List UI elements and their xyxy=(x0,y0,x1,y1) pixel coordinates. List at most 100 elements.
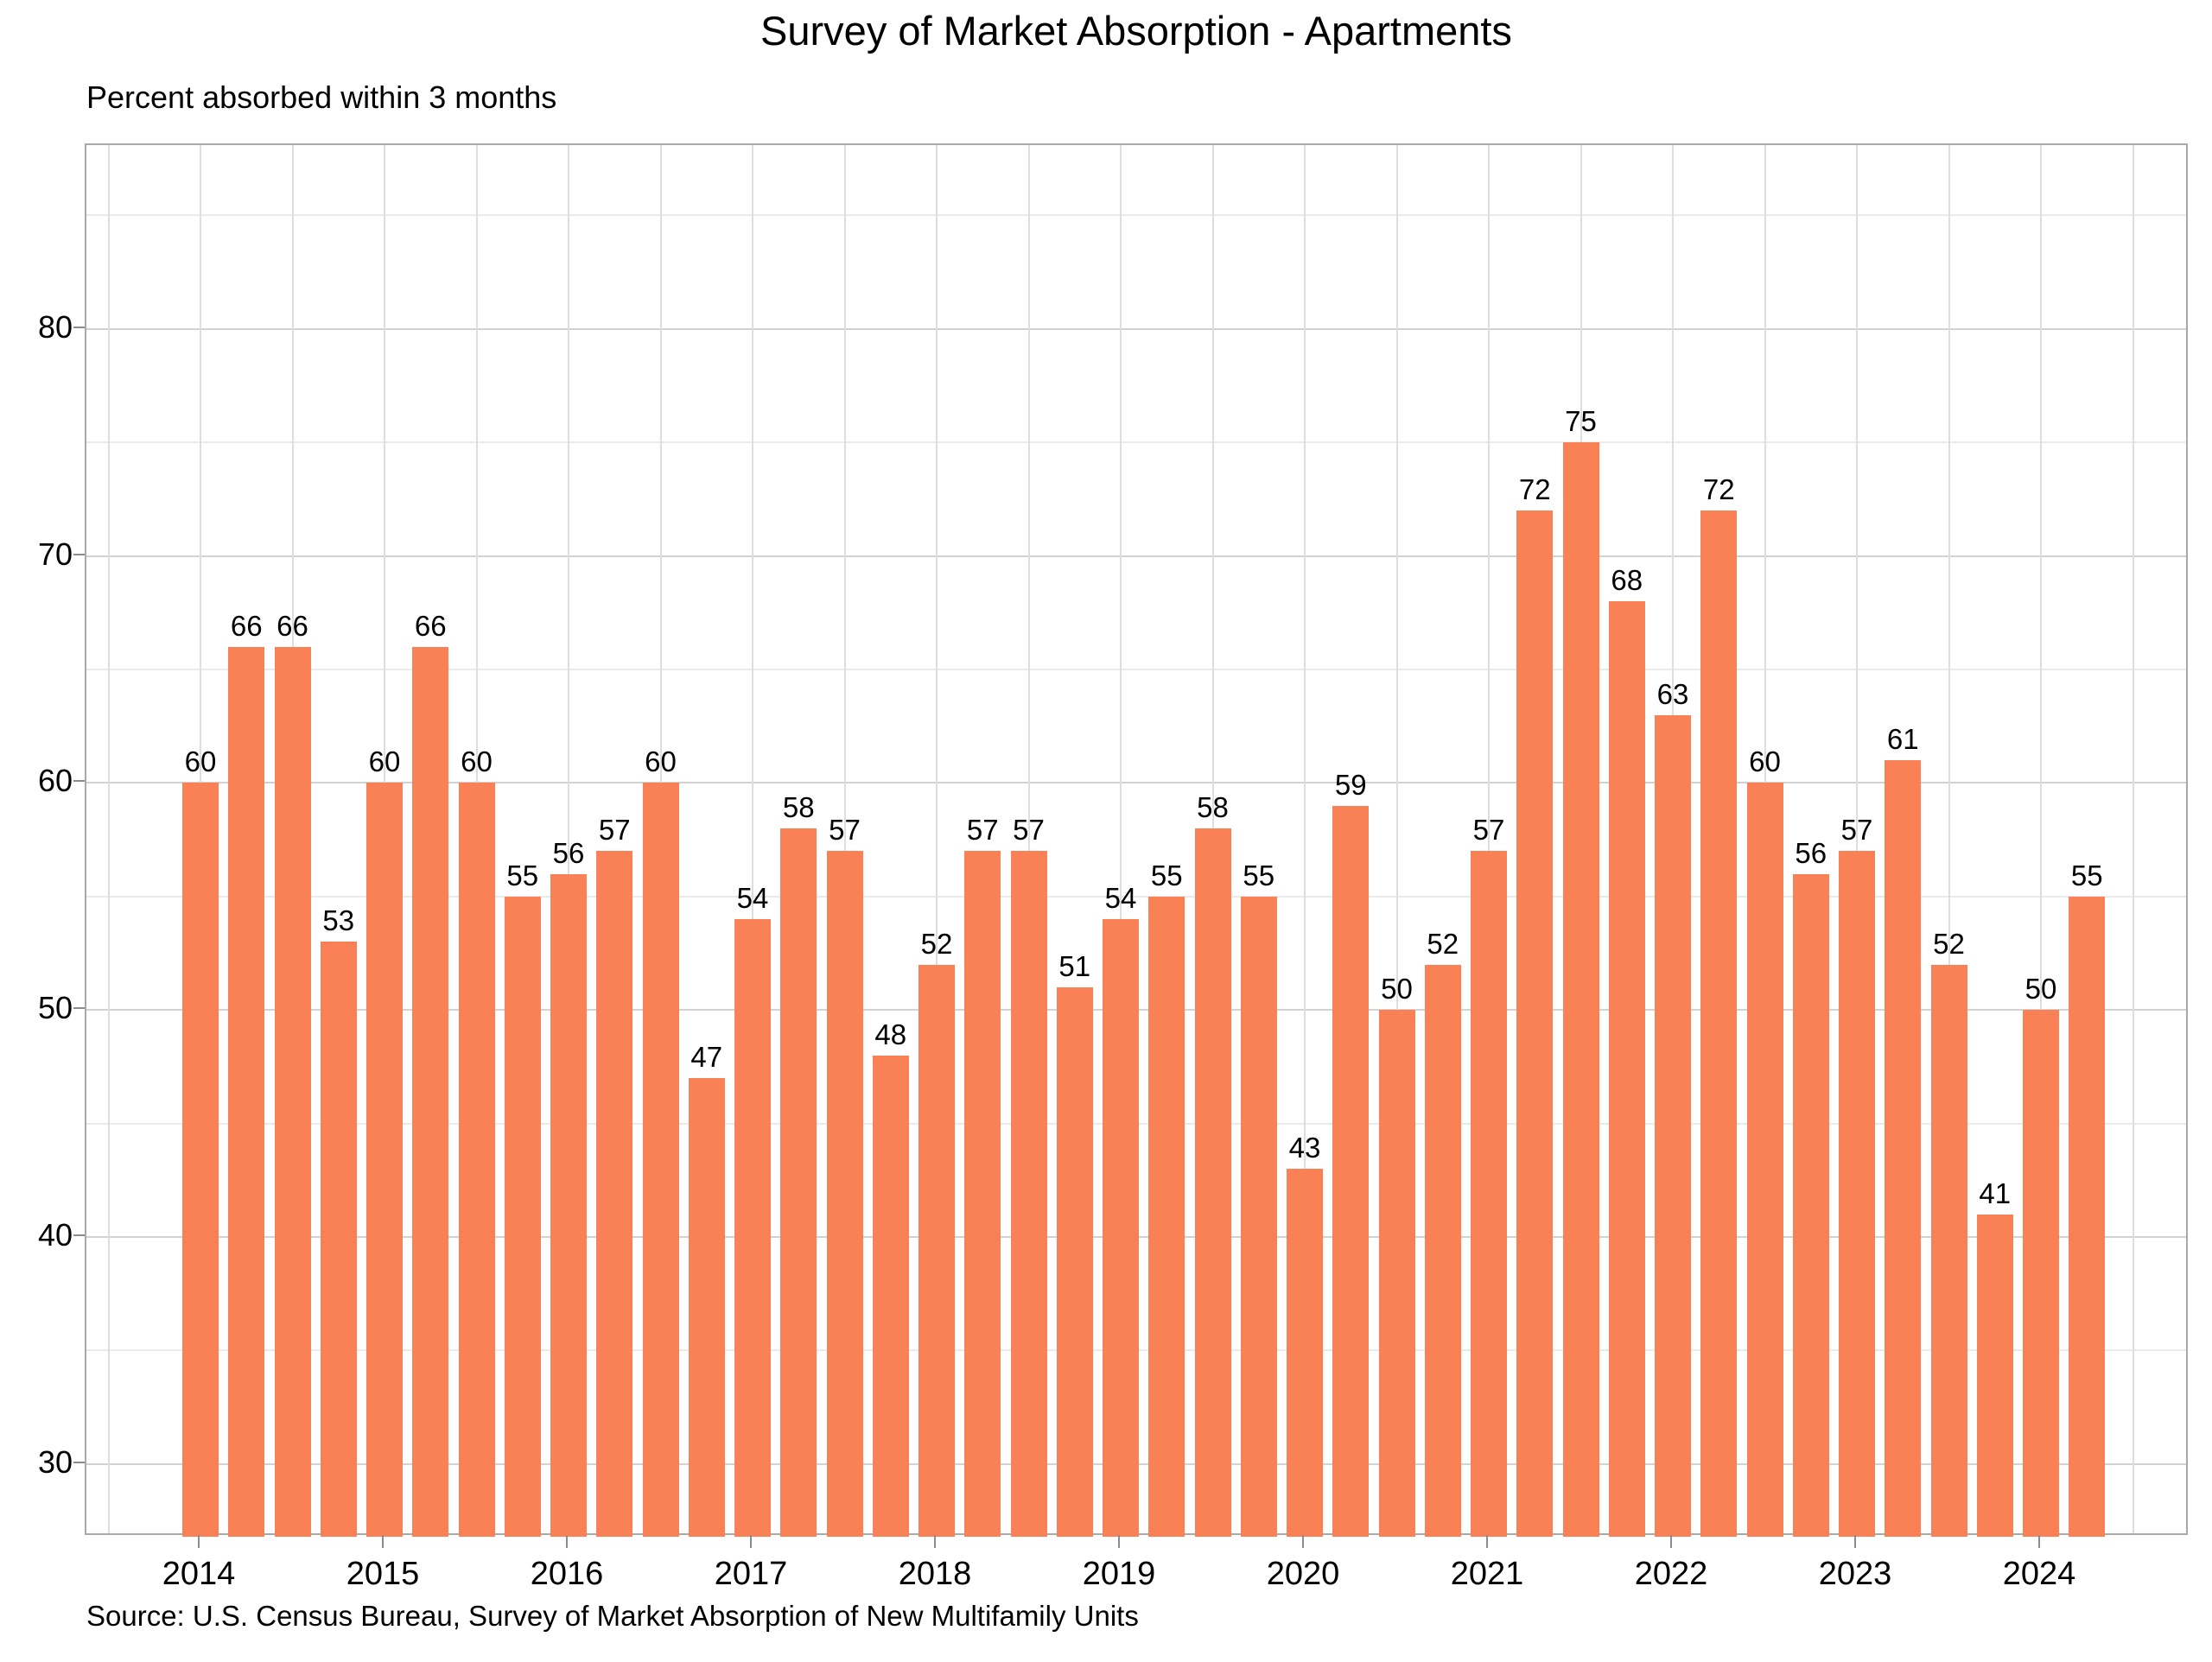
gridline-vertical xyxy=(2132,145,2134,1533)
x-axis-tick-2024 xyxy=(2038,1535,2040,1548)
bar-2014Q3 xyxy=(274,646,311,1537)
bar-2022Q1 xyxy=(1655,714,1691,1537)
x-axis-label-2024: 2024 xyxy=(2002,1556,2076,1592)
bar-value-label-2022Q1: 63 xyxy=(1656,677,1689,710)
bar-2015Q1 xyxy=(366,783,403,1537)
bar-value-label-2017Q1: 54 xyxy=(736,882,769,915)
chart-title: Survey of Market Absorption - Apartments xyxy=(760,8,1512,54)
bar-value-label-2014Q4: 53 xyxy=(322,904,355,937)
bar-2022Q4 xyxy=(1792,873,1829,1537)
gridline-vertical xyxy=(1948,145,1950,1533)
bar-2022Q2 xyxy=(1700,511,1738,1537)
bar-2018Q4 xyxy=(1056,987,1093,1537)
bar-value-label-2021Q1: 57 xyxy=(1472,814,1505,847)
bar-value-label-2014Q2: 66 xyxy=(230,609,263,642)
bar-2024Q1 xyxy=(2023,1010,2059,1537)
y-axis-label-70: 70 xyxy=(37,536,73,572)
bar-value-label-2019Q1: 54 xyxy=(1104,882,1137,915)
y-axis-label-60: 60 xyxy=(37,763,73,799)
bar-value-label-2019Q2: 55 xyxy=(1150,859,1183,891)
bar-value-label-2023Q4: 41 xyxy=(1979,1177,2012,1209)
bar-value-label-2017Q2: 58 xyxy=(782,791,815,824)
x-axis-label-2021: 2021 xyxy=(1450,1556,1524,1592)
y-axis-tick-60 xyxy=(73,780,85,783)
gridline-vertical xyxy=(568,145,569,1533)
gridline-minor-55 xyxy=(86,895,2186,898)
bar-value-label-2019Q4: 55 xyxy=(1243,859,1275,891)
bar-2016Q1 xyxy=(550,873,587,1537)
bar-2017Q4 xyxy=(872,1055,909,1537)
x-axis-tick-2021 xyxy=(1486,1535,1488,1548)
bar-2019Q2 xyxy=(1148,896,1185,1537)
bar-value-label-2014Q3: 66 xyxy=(276,609,308,642)
x-axis-label-2015: 2015 xyxy=(346,1556,420,1592)
bar-2014Q4 xyxy=(320,942,357,1537)
gridline-vertical xyxy=(1304,145,1306,1533)
y-axis-tick-30 xyxy=(73,1461,85,1463)
x-axis-label-2022: 2022 xyxy=(1634,1556,1708,1592)
bar-value-label-2018Q3: 57 xyxy=(1013,814,1045,847)
bar-2014Q2 xyxy=(228,646,265,1537)
bar-2021Q2 xyxy=(1516,511,1554,1537)
bar-value-label-2016Q3: 60 xyxy=(645,745,677,778)
bar-2021Q4 xyxy=(1608,601,1645,1537)
bar-2015Q2 xyxy=(412,646,449,1537)
bar-value-label-2015Q4: 55 xyxy=(506,859,539,891)
bar-value-label-2022Q4: 56 xyxy=(1795,836,1827,869)
bar-2015Q3 xyxy=(458,783,495,1537)
x-axis-tick-2018 xyxy=(934,1535,936,1548)
bar-2024Q2 xyxy=(2069,896,2106,1537)
gridline-major-80 xyxy=(86,327,2186,330)
bar-2023Q2 xyxy=(1885,760,1922,1537)
bar-value-label-2021Q2: 72 xyxy=(1518,473,1551,506)
bar-2020Q3 xyxy=(1378,1010,1415,1537)
bar-value-label-2020Q1: 43 xyxy=(1288,1132,1321,1164)
y-axis-tick-80 xyxy=(73,326,85,328)
x-axis-label-2016: 2016 xyxy=(530,1556,604,1592)
y-axis-tick-50 xyxy=(73,1007,85,1010)
plot-area: 60 66 66 53 60 66 60 55 56 57 60 47 54 58 57 48 52 57 57 51… xyxy=(85,143,2188,1537)
gridline-vertical xyxy=(843,145,846,1533)
bar-value-label-2017Q3: 57 xyxy=(829,814,861,847)
bar-2020Q4 xyxy=(1424,964,1461,1537)
bar-2017Q3 xyxy=(826,851,863,1537)
x-axis-label-2014: 2014 xyxy=(162,1556,236,1592)
bar-2023Q1 xyxy=(1839,851,1875,1537)
bar-2017Q2 xyxy=(780,828,817,1537)
x-axis-tick-2022 xyxy=(1670,1535,1672,1548)
bar-2023Q4 xyxy=(1976,1214,2013,1537)
bar-2017Q1 xyxy=(734,919,771,1537)
bar-value-label-2019Q3: 58 xyxy=(1197,791,1229,824)
bar-2015Q4 xyxy=(504,896,541,1537)
bar-2016Q3 xyxy=(642,783,679,1537)
bar-value-label-2015Q2: 66 xyxy=(414,609,447,642)
bar-2020Q1 xyxy=(1287,1169,1323,1537)
chart-subtitle: Percent absorbed within 3 months xyxy=(86,79,557,115)
bar-2018Q1 xyxy=(918,964,955,1537)
gridline-vertical xyxy=(1395,145,1398,1533)
gridline-vertical xyxy=(1027,145,1030,1533)
x-axis-label-2017: 2017 xyxy=(714,1556,788,1592)
gridline-minor-75 xyxy=(86,441,2186,444)
source-note: Source: U.S. Census Bureau, Survey of Ma… xyxy=(86,1600,1139,1632)
bar-value-label-2024Q1: 50 xyxy=(2024,973,2057,1005)
bar-value-label-2015Q3: 60 xyxy=(461,745,493,778)
gridline-minor-85 xyxy=(86,214,2186,217)
y-axis-label-50: 50 xyxy=(37,990,73,1026)
bar-2018Q2 xyxy=(964,851,1001,1537)
y-axis-label-40: 40 xyxy=(37,1217,73,1253)
x-axis-tick-2014 xyxy=(198,1535,200,1548)
x-axis-tick-2023 xyxy=(1854,1535,1856,1548)
gridline-vertical xyxy=(1856,145,1858,1533)
bar-value-label-2020Q2: 59 xyxy=(1334,768,1367,801)
bar-2021Q1 xyxy=(1471,851,1507,1537)
gridline-vertical xyxy=(1488,145,1490,1533)
gridline-vertical xyxy=(107,145,110,1533)
y-axis-tick-40 xyxy=(73,1234,85,1237)
bar-2023Q3 xyxy=(1930,964,1967,1537)
bar-2019Q4 xyxy=(1240,896,1277,1537)
gridline-vertical xyxy=(2040,145,2042,1533)
y-axis-label-80: 80 xyxy=(37,308,73,345)
bar-value-label-2020Q3: 50 xyxy=(1381,973,1413,1005)
